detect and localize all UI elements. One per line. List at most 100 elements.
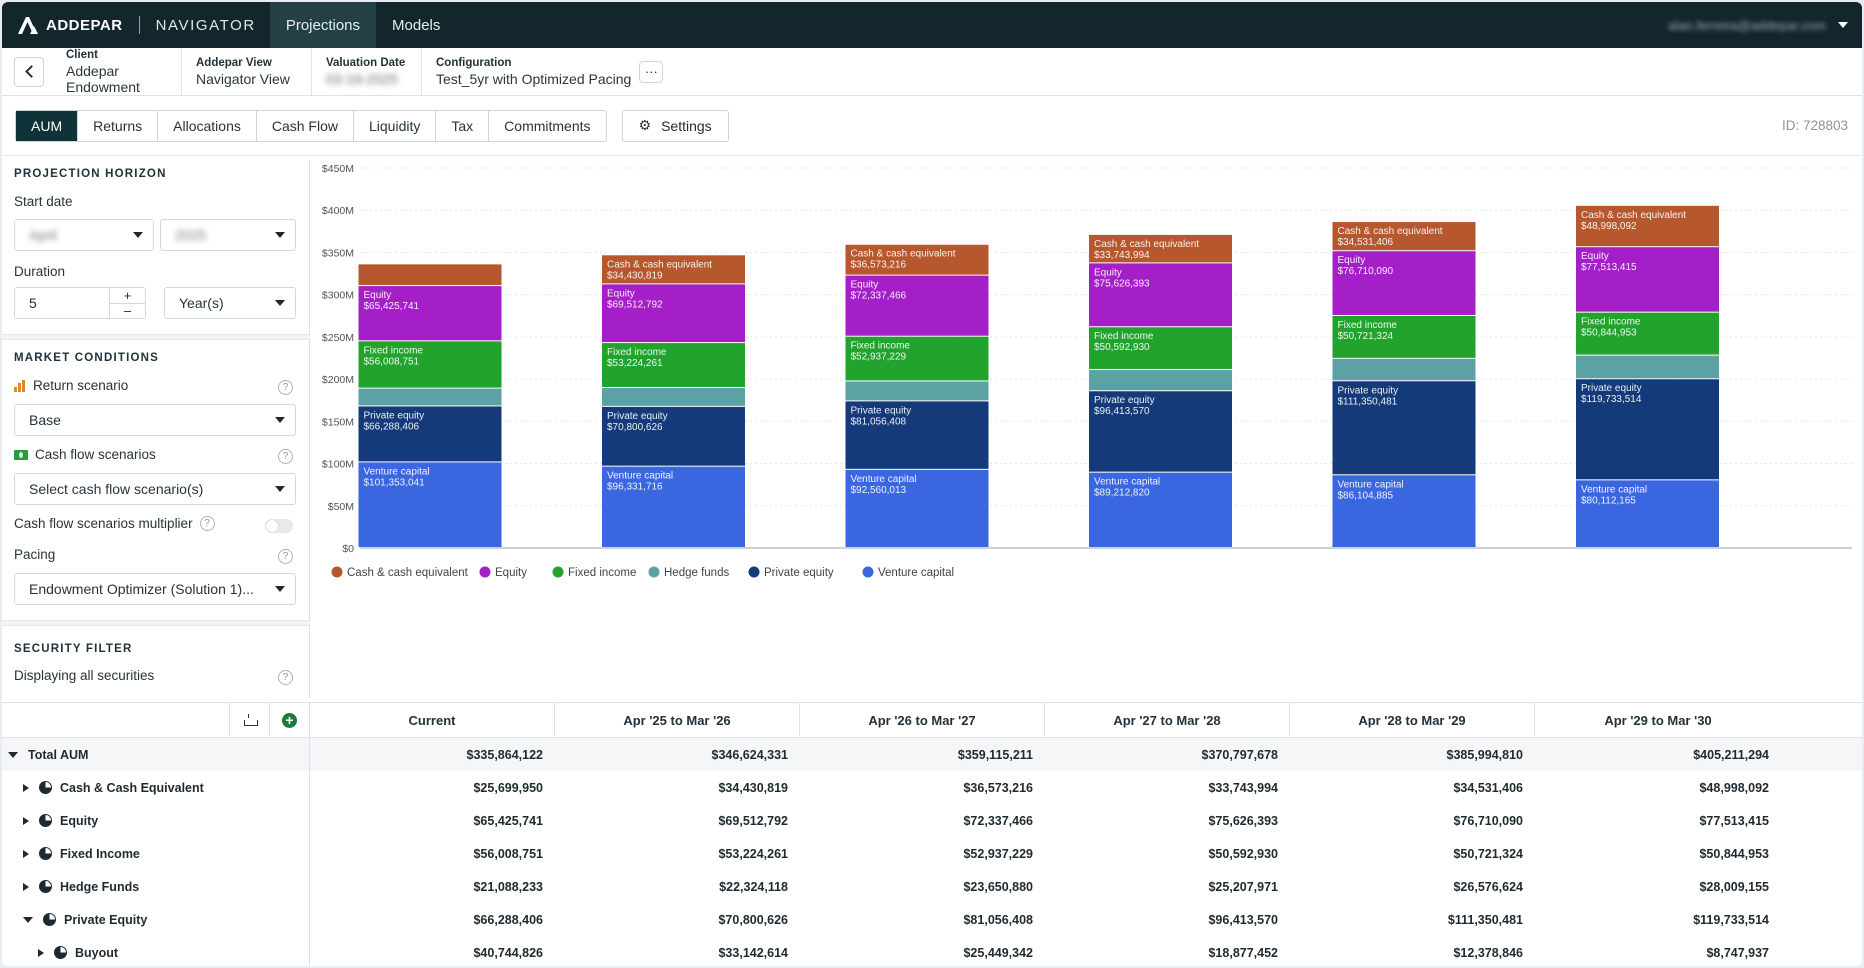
help-icon[interactable]: ? xyxy=(199,516,215,531)
bar-segment xyxy=(1089,391,1232,472)
settings-label: Settings xyxy=(661,117,712,134)
bar-segment xyxy=(1576,379,1719,480)
table-row[interactable]: Cash & Cash Equivalent $25,699,950 $34,430… xyxy=(2,771,1862,804)
add-row-button[interactable]: + xyxy=(269,703,309,737)
table-cell: $111,350,481 xyxy=(1447,912,1523,927)
configuration-label: Configuration xyxy=(436,56,512,69)
addepar-logo[interactable]: ADDEPAR xyxy=(2,15,123,35)
pacing-select[interactable]: Endowment Optimizer (Solution 1)... xyxy=(14,573,296,605)
collapse-icon[interactable] xyxy=(8,751,18,758)
client-value: Addepar Endowment xyxy=(66,62,140,95)
configuration-info[interactable]: Configuration Test_5yr with Optimized Pa… xyxy=(422,48,639,96)
table-row[interactable]: Private Equity $66,288,406 $70,800,626 $81,… xyxy=(2,903,1862,936)
legend-item: Equity xyxy=(495,567,527,579)
bar-segment xyxy=(1332,475,1476,547)
nav-tab-projections[interactable]: Projections xyxy=(269,2,377,48)
more-options-button[interactable]: ··· xyxy=(639,60,664,83)
help-icon[interactable]: ? xyxy=(278,670,293,685)
duration-unit-select[interactable]: Year(s) xyxy=(164,287,296,319)
projection-id: ID: 728803 xyxy=(1781,118,1848,133)
data-label-value: $66,288,406 xyxy=(364,421,420,432)
expand-icon[interactable] xyxy=(23,816,29,825)
legend-item: Venture capital xyxy=(878,567,954,579)
bar-segment xyxy=(358,341,502,388)
bar-chart-icon xyxy=(14,379,26,392)
cash-flow-scenario-select[interactable]: Select cash flow scenario(s) xyxy=(14,473,296,505)
table-cell: $25,449,342 xyxy=(963,945,1033,960)
column-header[interactable]: Current xyxy=(310,703,555,737)
chevron-down-icon xyxy=(275,232,285,238)
settings-button[interactable]: ⚙ Settings xyxy=(621,109,729,142)
data-label-value: $53,224,261 xyxy=(607,358,663,369)
data-label-name: Fixed income xyxy=(1581,317,1641,328)
nav-tab-models[interactable]: Models xyxy=(392,16,441,34)
row-name: Cash & Cash Equivalent xyxy=(2,771,310,804)
tab-commitments[interactable]: Commitments xyxy=(504,117,591,134)
tab-allocations[interactable]: Allocations xyxy=(158,110,257,141)
data-label-name: Cash & cash equivalent xyxy=(851,249,956,260)
tab-tax[interactable]: Tax xyxy=(436,110,490,141)
table-cell: $34,531,406 xyxy=(1453,780,1523,795)
user-email: alan.ferreira@addepar.com xyxy=(1668,17,1826,33)
download-button[interactable] xyxy=(229,703,269,737)
user-menu[interactable]: alan.ferreira@addepar.com xyxy=(1668,2,1848,48)
data-label-value: $76,710,090 xyxy=(1338,266,1394,277)
data-label-value: $50,844,953 xyxy=(1581,328,1637,339)
column-header[interactable]: Apr '26 to Mar '27 xyxy=(800,703,1045,737)
return-scenario-select[interactable]: Base xyxy=(14,404,296,436)
multiplier-toggle[interactable] xyxy=(265,519,293,533)
legend-item: Private equity xyxy=(764,567,834,579)
valuation-date-label: Valuation Date xyxy=(326,56,406,69)
duration-value: 5 xyxy=(29,295,37,311)
y-tick-label: $450M xyxy=(322,163,354,175)
table-cell: $8,747,937 xyxy=(1706,945,1769,960)
table-row[interactable]: Hedge Funds $21,088,233 $22,324,118 $23,650… xyxy=(2,870,1862,903)
column-header[interactable]: Apr '25 to Mar '26 xyxy=(555,703,800,737)
client-info[interactable]: Client Addepar Endowment xyxy=(52,47,182,96)
expand-icon[interactable] xyxy=(23,849,29,858)
data-label-value: $48,998,092 xyxy=(1581,221,1637,232)
valuation-date-info[interactable]: Valuation Date 03-19-2025 xyxy=(312,47,422,96)
total-row[interactable]: Total AUM $335,864,122 $346,624,331 $359,11… xyxy=(2,738,1862,771)
pie-chart-icon xyxy=(54,946,67,959)
table-cell: $81,056,408 xyxy=(963,912,1033,927)
view-tabs: AUM Returns Allocations Cash Flow Liquid… xyxy=(15,109,607,142)
data-label-name: Equity xyxy=(607,288,635,299)
row-label: Buyout xyxy=(75,945,119,960)
table-cell: $50,844,953 xyxy=(1699,846,1769,861)
decrement-button[interactable]: – xyxy=(123,303,132,319)
expand-icon[interactable] xyxy=(23,882,29,891)
help-icon[interactable]: ? xyxy=(278,380,293,395)
table-cell: $34,430,819 xyxy=(718,780,788,795)
data-label-value: $50,721,324 xyxy=(1338,331,1394,342)
collapse-icon[interactable] xyxy=(23,916,33,923)
data-label-value: $69,512,792 xyxy=(607,299,663,310)
data-label-name: Private equity xyxy=(851,405,912,416)
tab-cash-flow[interactable]: Cash Flow xyxy=(257,110,354,141)
table-cell: $72,337,466 xyxy=(963,813,1033,828)
return-scenario-label-text: Return scenario xyxy=(33,378,129,393)
view-info[interactable]: Addepar View Navigator View xyxy=(182,47,312,96)
help-icon[interactable]: ? xyxy=(278,449,293,464)
data-label-value: $65,425,741 xyxy=(364,301,420,312)
table-row[interactable]: Buyout $40,744,826 $33,142,614 $25,449,342 $… xyxy=(2,936,1862,966)
tab-aum[interactable]: AUM xyxy=(16,110,79,141)
column-header[interactable]: Apr '28 to Mar '29 xyxy=(1290,703,1535,737)
column-header[interactable]: Apr '27 to Mar '28 xyxy=(1045,703,1290,737)
tab-liquidity[interactable]: Liquidity xyxy=(354,110,437,141)
expand-icon[interactable] xyxy=(23,783,29,792)
help-icon[interactable]: ? xyxy=(278,549,293,564)
table-row[interactable]: Equity $65,425,741 $69,512,792 $72,337,466 $… xyxy=(2,804,1862,837)
row-name: Buyout xyxy=(2,936,310,966)
back-button[interactable] xyxy=(14,56,44,87)
start-month-select[interactable]: April xyxy=(14,219,154,251)
duration-input[interactable]: 5 + – xyxy=(14,287,146,319)
expand-icon[interactable] xyxy=(38,948,44,957)
start-year-select[interactable]: 2025 xyxy=(160,219,296,251)
table-row[interactable]: Fixed Income $56,008,751 $53,224,261 $52,93… xyxy=(2,837,1862,870)
tab-returns[interactable]: Returns xyxy=(78,110,159,141)
increment-button[interactable]: + xyxy=(110,288,145,304)
bar-segment xyxy=(602,406,745,466)
table-cell: $65,425,741 xyxy=(473,813,543,828)
column-header[interactable]: Apr '29 to Mar '30 xyxy=(1604,712,1712,728)
